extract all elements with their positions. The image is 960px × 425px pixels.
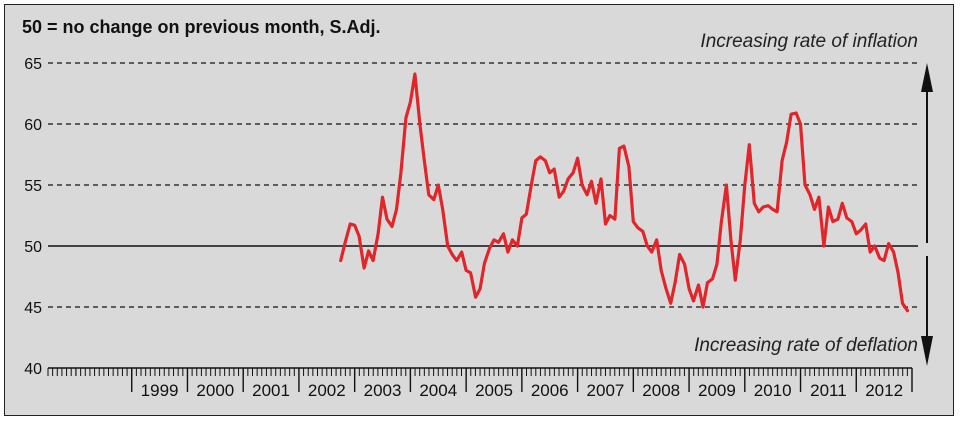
y-tick-label-50: 50 bbox=[24, 239, 42, 256]
x-tick-label-2010: 2010 bbox=[754, 381, 792, 400]
x-tick-label-2012: 2012 bbox=[865, 381, 903, 400]
x-tick-label-2007: 2007 bbox=[587, 381, 625, 400]
y-axis-ticks: 40 45 50 55 60 65 bbox=[24, 56, 42, 378]
arrow-up-head bbox=[921, 63, 933, 92]
x-tick-label-2011: 2011 bbox=[810, 381, 847, 400]
x-tick-label-1999: 1999 bbox=[141, 381, 179, 400]
arrow-down-head bbox=[921, 336, 933, 366]
chart-title: 50 = no change on previous month, S.Adj. bbox=[22, 17, 381, 37]
annotation-inflation: Increasing rate of inflation bbox=[700, 31, 918, 52]
y-tick-label-60: 60 bbox=[24, 117, 42, 134]
x-tick-label-2003: 2003 bbox=[364, 381, 402, 400]
x-tick-label-2006: 2006 bbox=[531, 381, 569, 400]
y-tick-label-55: 55 bbox=[24, 178, 42, 195]
y-tick-label-45: 45 bbox=[24, 300, 42, 317]
x-tick-label-2001: 2001 bbox=[252, 381, 290, 400]
series-layer bbox=[339, 72, 910, 313]
x-tick-label-2000: 2000 bbox=[196, 381, 234, 400]
y-tick-label-40: 40 bbox=[24, 361, 42, 378]
grid-lines bbox=[48, 62, 918, 308]
x-tick-label-2005: 2005 bbox=[475, 381, 513, 400]
y-tick-label-65: 65 bbox=[24, 56, 42, 73]
chart-frame bbox=[4, 4, 954, 416]
direction-arrows bbox=[921, 63, 933, 366]
x-tick-label-2004: 2004 bbox=[419, 381, 457, 400]
annotation-deflation: Increasing rate of deflation bbox=[694, 335, 918, 356]
x-tick-label-2008: 2008 bbox=[642, 381, 680, 400]
series-line-0 bbox=[339, 72, 910, 313]
x-tick-label-2002: 2002 bbox=[308, 381, 346, 400]
x-axis: 1999 2000 2001 2002 2003 2004 2005 2006 2007 2008… bbox=[47, 367, 913, 400]
x-tick-label-2009: 2009 bbox=[698, 381, 736, 400]
